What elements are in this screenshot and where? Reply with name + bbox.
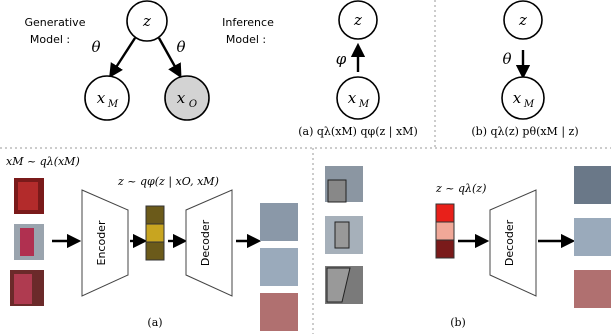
node-sub: M xyxy=(523,99,535,110)
label: Encoder xyxy=(95,220,108,265)
arrow xyxy=(159,38,178,72)
latent xyxy=(436,204,454,258)
label: Decoder xyxy=(503,219,516,266)
node-label: z xyxy=(353,11,362,29)
caption: (b) qλ(z) pθ(xM | z) xyxy=(471,125,578,139)
label: Generative xyxy=(25,16,86,29)
node-label: x xyxy=(348,89,357,107)
node-sub: O xyxy=(189,99,197,110)
caption: (b) xyxy=(450,316,466,329)
latent xyxy=(146,206,164,260)
node-label: z xyxy=(518,11,527,29)
node-label: x xyxy=(513,89,522,107)
label: xM ~ qλ(xM) xyxy=(6,155,80,168)
node xyxy=(165,76,209,120)
node-label: z xyxy=(142,12,151,30)
input-images xyxy=(10,178,44,306)
arrow xyxy=(113,38,135,72)
param: θ xyxy=(176,38,185,56)
node-label: x xyxy=(97,89,106,107)
node xyxy=(502,77,544,119)
output-images xyxy=(260,203,298,331)
label: Model : xyxy=(226,33,266,46)
param: θ xyxy=(502,50,511,68)
figure: Generative Model : z θ θ x M x O Inferen… xyxy=(0,0,611,334)
label: z ~ qλ(z) xyxy=(435,182,486,195)
node-sub: M xyxy=(358,99,370,110)
label: Inference xyxy=(222,16,274,29)
output-images xyxy=(574,166,611,308)
param: φ xyxy=(336,50,347,68)
caption: (a) qλ(xM) qφ(z | xM) xyxy=(298,125,418,139)
node xyxy=(337,77,379,119)
label: Model : xyxy=(30,33,70,46)
node-sub: M xyxy=(107,99,119,110)
label: Decoder xyxy=(199,219,212,266)
param: θ xyxy=(91,38,100,56)
node-label: x xyxy=(177,89,186,107)
mask-images xyxy=(325,166,363,304)
node xyxy=(85,76,129,120)
caption: (a) xyxy=(147,316,162,329)
label: z ~ qφ(z | xO, xM) xyxy=(117,175,219,189)
